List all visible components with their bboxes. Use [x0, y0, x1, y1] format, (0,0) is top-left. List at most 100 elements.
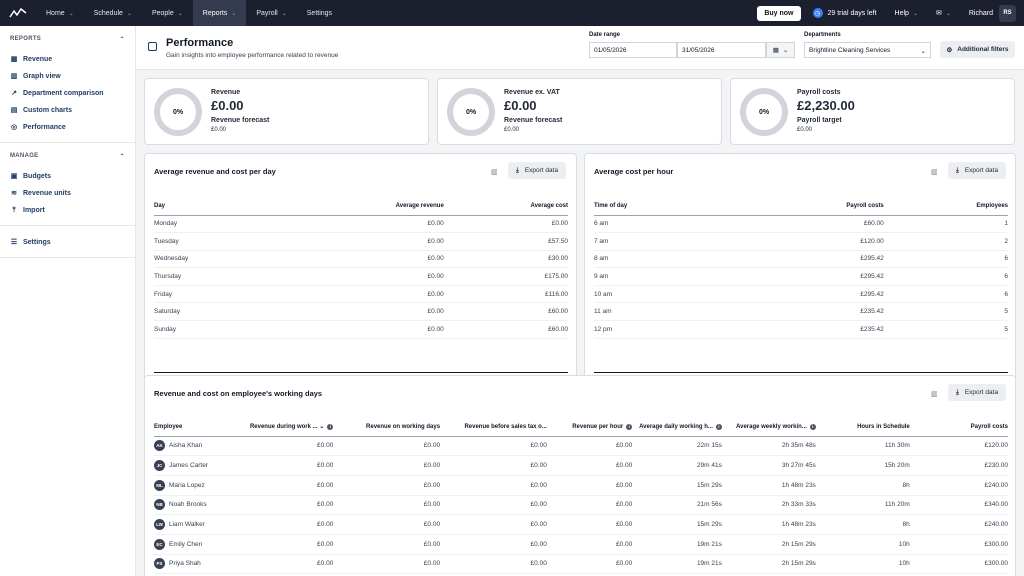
sidebar-item-revenue-units[interactable]: ≋ Revenue units: [10, 185, 125, 202]
column-header[interactable]: Employee: [154, 418, 248, 437]
kpi-value: £2,230.00: [797, 98, 855, 113]
table-row[interactable]: NB Noah Brooks £0.00 £0.00 £0.00 £0.00 21m 56s…: [154, 495, 1008, 516]
sidebar-toggle-icon[interactable]: [148, 42, 157, 51]
column-header[interactable]: Payroll costs: [909, 418, 1008, 437]
sidebar-item-performance[interactable]: ◎ Performance: [10, 119, 125, 136]
column-header[interactable]: Payroll costs: [759, 197, 884, 216]
table-cell: £0.00: [247, 495, 334, 516]
export-data-button[interactable]: ⤓ Export data: [948, 384, 1006, 401]
kpi-sub-title: Revenue forecast: [504, 117, 563, 124]
table-cell: £57.50: [443, 232, 568, 251]
avg-cost-per-hour-panel: Average cost per hour ▥ ⤓ Export data Ti…: [584, 153, 1016, 393]
panel-title: Average cost per hour: [594, 167, 674, 176]
sidebar-item-custom-charts[interactable]: ▤ Custom charts: [10, 102, 125, 119]
column-header[interactable]: Average weekly workin... i: [721, 418, 816, 437]
help-menu[interactable]: Help ⌄: [895, 10, 918, 17]
column-header[interactable]: Revenue during work ... ⌄ i: [247, 418, 334, 437]
chevron-down-icon: ⌄: [231, 10, 237, 17]
employee: JC James Carter: [154, 460, 248, 472]
table-cell: £0.00: [546, 514, 633, 535]
nav-item-reports[interactable]: Reports ⌄: [192, 0, 247, 26]
sidebar-item-revenue[interactable]: ▦ Revenue: [10, 51, 125, 68]
chart-view-icon[interactable]: ▥: [931, 391, 938, 398]
table-row[interactable]: AK Aisha Khan £0.00 £0.00 £0.00 £0.00 22m 15s 2…: [154, 436, 1008, 457]
table-row[interactable]: PS Priya Shah £0.00 £0.00 £0.00 £0.00 19m 21s 2…: [154, 554, 1008, 575]
mail-menu[interactable]: ✉ ⌄: [936, 9, 951, 17]
nav-item-schedule[interactable]: Schedule ⌄: [84, 0, 142, 26]
sidebar-item-graph-view[interactable]: ▥ Graph view: [10, 68, 125, 85]
user-menu[interactable]: Richard RS: [969, 4, 1016, 22]
column-header[interactable]: Revenue per hour i: [546, 418, 633, 437]
sidebar-item-budgets[interactable]: ▣ Budgets: [10, 168, 125, 185]
table-row[interactable]: LW Liam Walker £0.00 £0.00 £0.00 £0.00 15m 29s…: [154, 514, 1008, 535]
reports-heading: REPORTS: [10, 36, 42, 42]
table-row[interactable]: JC James Carter £0.00 £0.00 £0.00 £0.00 29m 41…: [154, 455, 1008, 476]
employee-table: Employee Revenue during work ... ⌄ i Revenu…: [154, 418, 1008, 575]
chevron-up-icon: ⌃: [119, 154, 125, 160]
chevron-down-icon: ⌄: [782, 47, 789, 54]
table-cell: 21m 56s: [632, 495, 722, 516]
sidebar-item-label: Revenue: [23, 56, 53, 63]
info-icon[interactable]: i: [809, 423, 816, 430]
chevron-down-icon: ⌄: [281, 10, 287, 17]
sidebar-item-settings[interactable]: ☰ Settings: [10, 234, 125, 251]
trial-status[interactable]: ◷ 29 trial days left: [812, 8, 877, 18]
chart-view-icon[interactable]: ▥: [491, 169, 498, 176]
table-cell: 2h 35m 48s: [721, 436, 816, 457]
nav-item-home[interactable]: Home ⌄: [36, 0, 84, 26]
table-cell: £0.00: [333, 554, 441, 575]
departments-select[interactable]: Brightline Cleaning Services ⌄: [804, 42, 931, 58]
info-icon[interactable]: i: [327, 424, 334, 431]
column-header[interactable]: Average daily working h... i: [632, 418, 722, 437]
main-content: Performance Gain insights into employee …: [136, 26, 1024, 576]
table-row[interactable]: ML Maria Lopez £0.00 £0.00 £0.00 £0.00 15m 29s…: [154, 475, 1008, 496]
nav-item-settings[interactable]: Settings: [297, 0, 342, 26]
avatar: NB: [154, 499, 165, 511]
sidebar-item-label: Budgets: [23, 173, 51, 180]
panel-title: Average revenue and cost per day: [154, 167, 276, 176]
table-cell: 2h 15m 29s: [721, 554, 816, 575]
table-cell: £0.00: [546, 534, 633, 555]
buy-now-button[interactable]: Buy now: [757, 5, 801, 21]
table-cell: £0.00: [440, 554, 547, 575]
additional-filters-button[interactable]: ⚙ Additional filters: [940, 41, 1015, 58]
chart-view-icon[interactable]: ▥: [931, 169, 938, 176]
table-cell: 3h 27m 45s: [721, 455, 816, 476]
app-logo-icon[interactable]: [0, 0, 36, 26]
table-cell: 11h 20m: [815, 495, 910, 516]
table-cell: Sunday: [154, 320, 320, 339]
table-cell: £120.00: [909, 436, 1008, 457]
hour-table-scroll[interactable]: Time of day Payroll costs Employees 6 am £6…: [594, 197, 1008, 343]
table-cell: £0.00: [333, 495, 441, 516]
table-cell: £0.00: [247, 436, 334, 457]
nav-item-payroll[interactable]: Payroll ⌄: [246, 0, 296, 26]
info-icon[interactable]: i: [715, 423, 722, 430]
sidebar-manage-header[interactable]: MANAGE ⌃: [10, 153, 125, 160]
column-header[interactable]: Hours in Schedule: [815, 418, 910, 437]
export-data-button[interactable]: ⤓ Export data: [948, 162, 1006, 179]
table-cell: £0.00: [319, 285, 444, 304]
export-label: Export data: [524, 167, 559, 174]
column-header[interactable]: Time of day: [594, 197, 760, 216]
column-header[interactable]: Employees: [883, 197, 1008, 216]
avatar: LW: [154, 519, 165, 531]
sidebar-item-department-comparison[interactable]: ↗ Department comparison: [10, 85, 125, 102]
calendar-button[interactable]: ▦ ⌄: [766, 42, 795, 58]
sort-desc-icon[interactable]: ⌄: [317, 424, 325, 431]
column-header-label: Average weekly workin...: [736, 423, 807, 430]
date-from-input[interactable]: 01/05/2026: [589, 42, 677, 58]
export-data-button[interactable]: ⤓ Export data: [508, 162, 566, 179]
sidebar-reports-header[interactable]: REPORTS ⌃: [10, 36, 125, 43]
column-header[interactable]: Average cost: [443, 197, 568, 216]
sidebar-item-import[interactable]: ⤒ Import: [10, 202, 125, 219]
column-header[interactable]: Average revenue: [319, 197, 444, 216]
column-header[interactable]: Day: [154, 197, 320, 216]
departments-value: Brightline Cleaning Services: [809, 47, 891, 54]
info-icon[interactable]: i: [626, 423, 633, 430]
table-row[interactable]: EC Emily Chen £0.00 £0.00 £0.00 £0.00 19m 21s 2…: [154, 534, 1008, 555]
date-to-input[interactable]: 31/05/2026: [677, 42, 766, 58]
nav-item-people[interactable]: People ⌄: [142, 0, 193, 26]
column-header[interactable]: Revenue on working days: [333, 418, 441, 437]
column-header[interactable]: Revenue before sales tax o...: [440, 418, 547, 437]
table-cell: £0.00: [546, 475, 633, 496]
